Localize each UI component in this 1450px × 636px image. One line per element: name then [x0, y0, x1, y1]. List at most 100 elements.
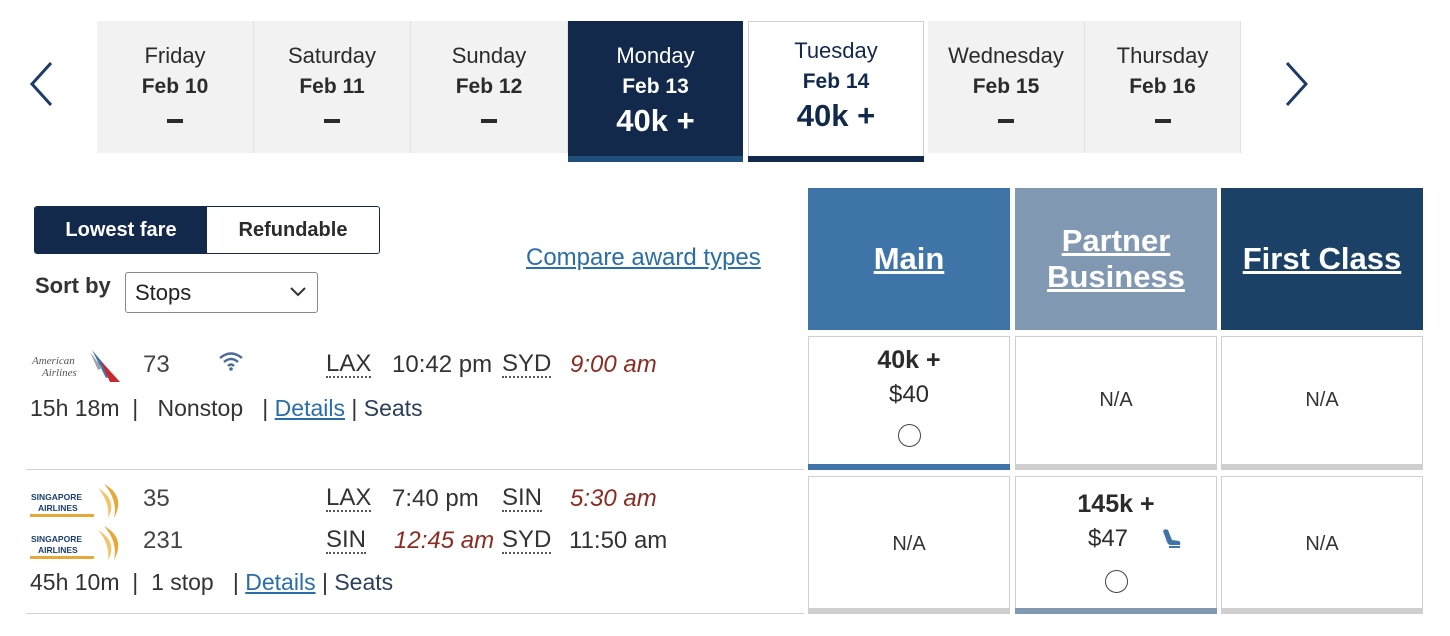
separator: |	[125, 395, 152, 421]
fare-cell-partner-business[interactable]: 145k + $47	[1015, 476, 1217, 614]
separator: |	[249, 395, 275, 421]
origin-airport[interactable]: SIN	[326, 526, 367, 554]
departure-time: 7:40 pm	[392, 485, 479, 512]
fare-cell-bar	[808, 464, 1010, 470]
date-tab-price: 40k +	[616, 103, 695, 138]
date-tab-day: Friday	[144, 43, 206, 68]
american-airlines-logo-icon: American Airlines	[31, 350, 120, 382]
date-tab-feb-15[interactable]: Wednesday Feb 15	[928, 21, 1085, 153]
date-tab-feb-13[interactable]: Monday Feb 13 40k +	[568, 21, 743, 162]
no-fare-dash	[324, 119, 340, 123]
fare-points: 40k +	[877, 346, 941, 374]
seats-link[interactable]: Seats	[363, 395, 423, 421]
date-tab-date: Feb 16	[1129, 75, 1196, 98]
date-tab-feb-11[interactable]: Saturday Feb 11	[254, 21, 411, 153]
departure-time: 12:45 am	[394, 527, 495, 554]
date-tab-date: Feb 14	[802, 70, 870, 93]
details-link[interactable]: Details	[245, 569, 316, 595]
fare-tax: $47	[1087, 525, 1129, 552]
singapore-airlines-logo-icon: SINGAPORE AIRLINES	[30, 526, 119, 560]
flight-stops: 1 stop	[151, 569, 214, 595]
flight-duration: 15h 18m	[30, 395, 120, 421]
no-fare-dash	[998, 119, 1014, 123]
separator: |	[125, 569, 145, 595]
previous-dates-button[interactable]	[22, 58, 62, 110]
cabin-header-main[interactable]: Main	[808, 188, 1010, 330]
seats-link[interactable]: Seats	[334, 569, 394, 595]
wifi-icon	[219, 352, 243, 371]
origin-airport[interactable]: LAX	[326, 484, 372, 512]
date-tab-date: Feb 15	[972, 75, 1040, 98]
singapore-airlines-logo-icon: SINGAPORE AIRLINES	[30, 484, 119, 518]
separator: |	[321, 569, 328, 595]
fare-select-radio[interactable]	[1105, 570, 1128, 593]
destination-airport[interactable]: SYD	[502, 350, 552, 378]
fare-cell-first-class: N/A	[1221, 336, 1423, 470]
cabin-header-first-class[interactable]: First Class	[1221, 188, 1423, 330]
arrival-time: 11:50 am	[569, 527, 668, 554]
svg-text:AIRLINES: AIRLINES	[38, 545, 78, 555]
cabin-header-label-line1: Partner	[1061, 223, 1171, 258]
chevron-left-icon	[29, 61, 53, 107]
date-tab-day: Monday	[616, 43, 695, 68]
details-link[interactable]: Details	[274, 395, 345, 421]
chevron-down-icon	[290, 287, 306, 297]
date-tab-date: Feb 12	[455, 75, 523, 98]
svg-text:SINGAPORE: SINGAPORE	[31, 534, 82, 544]
sort-by-value: Stops	[135, 279, 192, 305]
origin-airport[interactable]: LAX	[326, 350, 372, 378]
fare-cell-bar	[1015, 464, 1217, 470]
fare-cell-bar	[1221, 608, 1423, 614]
flight-duration: 45h 10m	[30, 569, 120, 595]
date-tab-feb-10[interactable]: Friday Feb 10	[97, 21, 254, 153]
destination-airport[interactable]: SIN	[502, 484, 543, 512]
fare-points: 145k +	[1077, 490, 1155, 518]
chevron-right-icon	[1285, 61, 1309, 107]
svg-text:Airlines: Airlines	[41, 367, 77, 379]
fare-unavailable: N/A	[892, 533, 926, 555]
fare-cell-bar	[1015, 608, 1217, 614]
lowest-fare-toggle[interactable]: Lowest fare	[35, 207, 207, 253]
next-dates-button[interactable]	[1276, 58, 1316, 110]
date-tab-date: Feb 10	[141, 75, 209, 98]
svg-text:American: American	[31, 355, 75, 367]
svg-text:SINGAPORE: SINGAPORE	[31, 492, 82, 502]
flight-number: 231	[143, 527, 184, 554]
date-tab-feb-14[interactable]: Tuesday Feb 14 40k +	[748, 21, 924, 162]
flight-stops: Nonstop	[157, 395, 244, 421]
arrival-time: 5:30 am	[570, 485, 657, 512]
flight-summary: 45h 10m | 1 stop | Details | Seats	[30, 569, 393, 596]
departure-time: 10:42 pm	[392, 351, 493, 378]
date-tab-day: Saturday	[287, 43, 377, 68]
row-divider	[26, 469, 804, 470]
fare-cell-main[interactable]: 40k + $40	[808, 336, 1010, 470]
fare-unavailable: N/A	[1305, 389, 1339, 411]
flight-summary: 15h 18m | Nonstop | Details | Seats	[30, 395, 423, 422]
cabin-header-label: First Class	[1242, 241, 1402, 276]
date-tab-feb-12[interactable]: Sunday Feb 12	[411, 21, 568, 153]
date-tab-price: 40k +	[796, 98, 876, 133]
svg-text:AIRLINES: AIRLINES	[38, 503, 78, 513]
cabin-header-label: Main	[873, 241, 945, 276]
compare-award-types-link[interactable]: Compare award types	[526, 244, 761, 271]
fare-select-radio[interactable]	[898, 424, 921, 447]
separator: |	[220, 569, 246, 595]
fare-unavailable: N/A	[1305, 533, 1339, 555]
refundable-toggle[interactable]: Refundable	[207, 207, 379, 253]
cabin-header-partner-business[interactable]: Partner Business	[1015, 188, 1217, 330]
cabin-header-label-line2: Business	[1047, 259, 1185, 294]
fare-type-toggle: Lowest fare Refundable	[34, 206, 380, 254]
no-fare-dash	[481, 119, 497, 123]
date-tab-date: Feb 11	[299, 75, 365, 98]
date-tab-day: Thursday	[1116, 43, 1209, 68]
date-strip: Friday Feb 10 Saturday Feb 11 Sunday Feb…	[97, 21, 1241, 162]
date-tab-date: Feb 13	[622, 75, 689, 98]
sort-by-select[interactable]: Stops	[125, 272, 318, 313]
fare-tax: $40	[888, 381, 930, 408]
fare-cell-first-class: N/A	[1221, 476, 1423, 614]
date-tab-day: Sunday	[451, 43, 527, 68]
date-tab-feb-16[interactable]: Thursday Feb 16	[1085, 21, 1241, 153]
separator: |	[351, 395, 358, 421]
destination-airport[interactable]: SYD	[502, 526, 552, 554]
fare-cell-partner-business: N/A	[1015, 336, 1217, 470]
